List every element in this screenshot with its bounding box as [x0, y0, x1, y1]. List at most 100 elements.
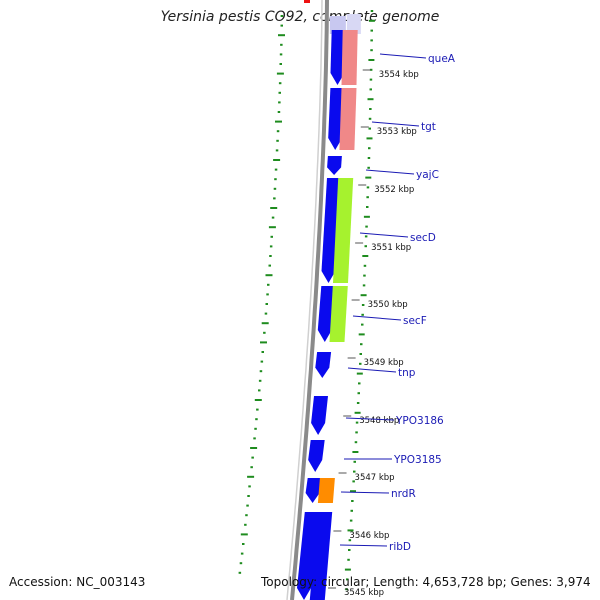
cog-block	[329, 286, 348, 342]
backbone-shadow	[286, 0, 323, 600]
gc-dot	[361, 304, 365, 306]
gc-dot	[367, 98, 374, 101]
gc-dot	[351, 500, 354, 502]
gc-dot	[274, 178, 277, 181]
gc-dot	[261, 322, 269, 325]
gc-dot	[280, 43, 283, 46]
gc-dot	[363, 264, 367, 267]
gc-dot	[368, 19, 375, 22]
gc-dot	[273, 187, 277, 190]
gc-dot	[254, 427, 257, 430]
gc-dot	[270, 207, 278, 209]
feature-fragment	[304, 0, 310, 3]
gene-label-tnp: tnp	[398, 367, 416, 379]
label-leader	[340, 491, 390, 494]
gc-dot	[246, 504, 249, 507]
gc-dot	[369, 108, 372, 110]
gc-dot	[367, 157, 371, 159]
label-leader	[339, 544, 388, 547]
cog-block	[309, 512, 333, 600]
gc-dot	[278, 82, 282, 85]
gc-dot	[358, 382, 361, 385]
gc-dot	[359, 353, 362, 355]
gc-dot	[370, 39, 373, 42]
gc-dot	[350, 509, 353, 512]
gc-dot	[245, 514, 248, 517]
gc-dot	[368, 59, 375, 61]
gc-dot	[265, 303, 268, 305]
gene-label-ribD: ribD	[389, 541, 411, 553]
gc-dot	[279, 53, 283, 56]
gc-dot	[364, 245, 367, 248]
gc-dot	[256, 408, 259, 411]
gc-dot	[277, 111, 281, 113]
gc-dot	[266, 293, 269, 296]
gc-dot	[251, 456, 254, 459]
gc-dot	[354, 411, 361, 414]
gc-dot	[354, 441, 358, 444]
gc-dot	[363, 274, 366, 277]
gc-dot	[352, 480, 355, 483]
gc-dot	[355, 431, 358, 434]
gc-dot	[240, 533, 248, 536]
gc-dot	[278, 101, 281, 104]
gc-dot	[369, 78, 373, 81]
kbp-label: 3551 kbp	[371, 243, 411, 253]
accession-text: Accession: NC_003143	[9, 575, 146, 589]
gc-dot	[260, 341, 267, 344]
gc-dot	[239, 562, 243, 565]
cds-arrow	[308, 440, 325, 472]
gc-dot	[278, 34, 285, 37]
gene-label-nrdR: nrdR	[391, 488, 416, 500]
gc-dot	[357, 392, 360, 395]
cds-arrow	[327, 156, 342, 175]
gc-dot	[280, 24, 283, 27]
gc-dot	[250, 447, 258, 449]
gc-dot	[366, 206, 369, 208]
gc-dot	[271, 216, 275, 219]
gene-label-tgt: tgt	[421, 121, 436, 133]
gc-dot	[362, 255, 369, 257]
label-leader	[345, 417, 395, 421]
gc-dot	[347, 529, 354, 532]
gc-dot	[361, 323, 364, 326]
gc-dot	[361, 313, 364, 316]
gc-dot	[365, 176, 372, 179]
gc-dot	[348, 539, 352, 542]
gc-dot	[265, 274, 273, 277]
gc-content-track	[238, 10, 375, 591]
cog-block	[339, 88, 357, 150]
feature-track	[297, 0, 361, 600]
gc-dot	[264, 312, 268, 315]
gc-dot	[359, 362, 362, 365]
gc-dot	[279, 63, 282, 65]
gc-dot	[244, 523, 247, 526]
kbp-label: 3546 kbp	[349, 531, 389, 541]
gc-dot	[352, 451, 359, 453]
kbp-label: 3545 kbp	[344, 588, 384, 598]
gc-dot	[248, 485, 251, 488]
gc-dot	[254, 399, 262, 401]
gc-dot	[278, 91, 281, 94]
gc-dot	[247, 475, 255, 478]
kbp-label: 3554 kbp	[379, 70, 419, 80]
cog-block	[317, 478, 335, 503]
gc-dot	[346, 578, 349, 581]
gc-dot	[269, 255, 272, 257]
cds-arrow	[315, 352, 332, 378]
gene-label-YPO3186: YPO3186	[395, 415, 444, 427]
kbp-label: 3547 kbp	[355, 473, 395, 483]
gc-dot	[259, 370, 263, 373]
gc-dot	[268, 264, 271, 267]
gc-dot	[276, 139, 279, 142]
label-leader	[352, 315, 402, 321]
gc-dot	[270, 235, 273, 238]
gc-dot	[247, 495, 250, 497]
gc-dot	[238, 571, 242, 574]
gc-dot	[360, 343, 363, 346]
backbone-line	[290, 0, 329, 600]
gc-dot	[366, 186, 370, 189]
gc-dot	[276, 130, 280, 133]
cds-arrow	[297, 512, 319, 600]
gc-dot	[364, 235, 368, 238]
